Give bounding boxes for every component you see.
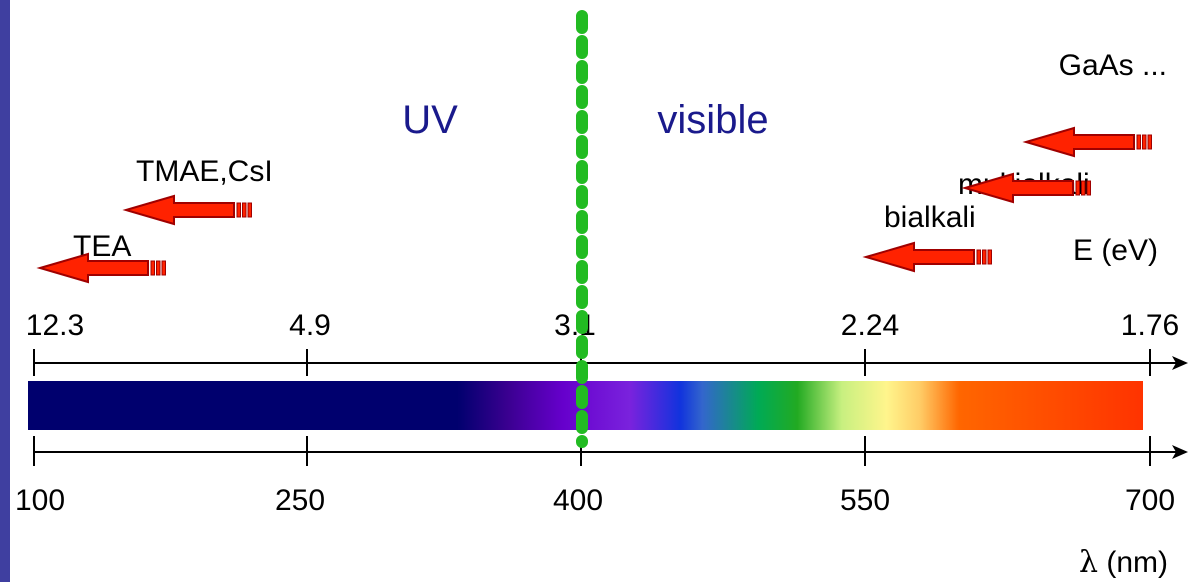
energy-tick-label: 1.76 [1121,309,1179,342]
arrow-tail-stripe [976,249,981,265]
arrow-body [961,172,1074,204]
arrow-tail-stripe [987,249,992,265]
wavelength-axis-arrowhead [1172,445,1188,459]
arrow-tmae-csi [122,194,252,226]
arrow-tail-stripe [156,260,161,276]
energy-tick-label: 2.24 [841,309,899,342]
wavelength-axis [33,436,1188,466]
energy-axis [33,349,1188,376]
arrow-tail-stripe [247,202,252,218]
arrow-tail-stripe [1136,134,1141,150]
wavelength-axis-unit: (nm) [1098,546,1168,579]
arrow-gaas [1022,126,1152,158]
wavelength-tick-label: 550 [840,484,890,517]
arrow-tail-stripe [1086,180,1091,196]
wavelength-axis-symbol: λ [1079,545,1098,580]
arrow-body [1022,126,1135,158]
arrow-tail-stripe [236,202,241,218]
energy-tick-label: 12.3 [26,309,84,342]
arrow-multialkali [961,172,1091,204]
energy-axis-unit: (eV) [1093,234,1158,267]
left-accent-bar [0,0,10,582]
energy-tick-label: 4.9 [289,309,331,342]
arrow-tail-stripe [1142,134,1147,150]
wavelength-tick-label: 400 [553,484,603,517]
wavelength-tick-label: 250 [275,484,325,517]
energy-axis-label: E (eV) [1073,234,1158,267]
arrow-tail-stripe [982,249,987,265]
arrow-body [862,241,975,273]
energy-axis-symbol: E [1073,234,1093,267]
threshold-arrows [36,126,1152,284]
arrow-body [36,252,149,284]
arrow-tail-stripe [242,202,247,218]
energy-axis-arrowhead [1172,356,1188,370]
material-label-tmae-csi: TMAE,CsI [136,155,273,188]
material-label-bialkali: bialkali [884,201,976,234]
arrow-tail-stripe [161,260,166,276]
arrow-tail-stripe [1147,134,1152,150]
arrow-tea [36,252,166,284]
arrow-tail-stripe [1075,180,1080,196]
energy-tick-label: 3.1 [554,309,596,342]
wavelength-tick-label: 100 [15,484,65,517]
arrow-bialkali [862,241,992,273]
arrow-tail-stripe [1081,180,1086,196]
arrow-body [122,194,235,226]
material-label-gaas: GaAs ... [1059,49,1167,82]
wavelength-axis-label: λ (nm) [1079,545,1168,580]
region-label-uv: UV [402,98,458,142]
arrow-tail-stripe [150,260,155,276]
region-label-visible: visible [657,98,768,142]
wavelength-tick-label: 700 [1125,484,1175,517]
